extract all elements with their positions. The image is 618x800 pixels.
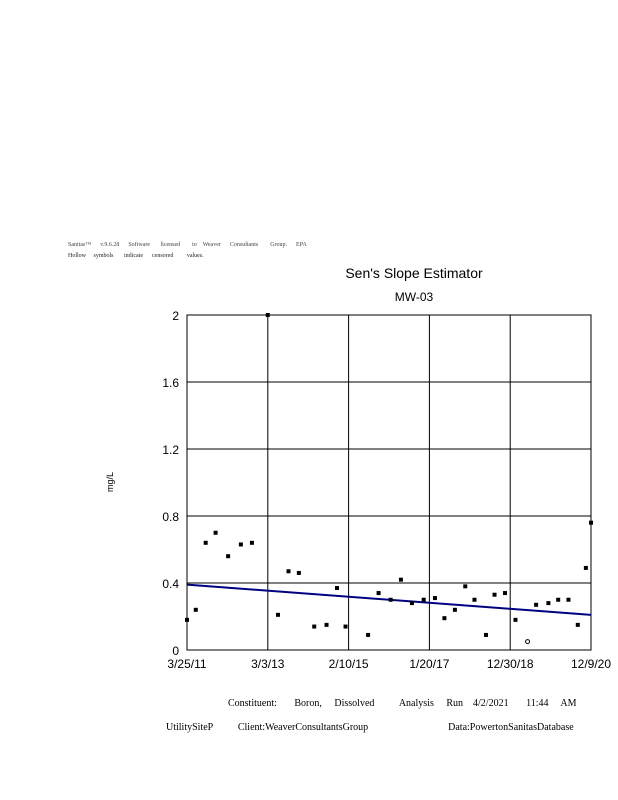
- data-point: [185, 617, 189, 622]
- data-point: [534, 602, 539, 607]
- y-tick-label: 0.8: [162, 510, 179, 524]
- data-point: [238, 542, 243, 547]
- y-tick-label: 0: [172, 644, 179, 658]
- data-point: [324, 622, 329, 627]
- data-point: [583, 565, 588, 570]
- data-point: [388, 597, 393, 602]
- data-point: [472, 597, 477, 602]
- data-point: [513, 617, 518, 622]
- footer-client: UtilitySiteP Client:WeaverConsultantsGro…: [166, 722, 574, 733]
- data-point: [193, 607, 198, 612]
- data-point: [265, 313, 270, 317]
- data-point: [589, 520, 593, 525]
- data-point: [398, 577, 403, 582]
- data-point: [566, 597, 571, 602]
- y-tick-label: 1.6: [162, 376, 179, 390]
- data-point: [483, 632, 488, 637]
- data-point: [249, 540, 254, 545]
- censored-data-point: [525, 639, 531, 645]
- data-point: [546, 601, 551, 606]
- x-tick-label: 12/30/18: [487, 657, 534, 671]
- data-point: [492, 592, 497, 597]
- data-point: [366, 632, 371, 637]
- license-line: Sanitas™ v.9.6.28 Software licensed to W…: [68, 242, 307, 248]
- x-tick-label: 12/9/20: [571, 657, 611, 671]
- y-axis-label: mg/L: [105, 472, 115, 492]
- data-point: [296, 570, 301, 575]
- data-point: [421, 597, 426, 602]
- data-point: [503, 591, 508, 596]
- x-tick-label: 3/25/11: [167, 657, 206, 671]
- data-point: [335, 586, 340, 591]
- data-point: [343, 624, 348, 629]
- data-point: [226, 554, 231, 559]
- data-point: [575, 622, 580, 627]
- data-point: [286, 569, 291, 574]
- x-tick-label: 3/3/13: [251, 657, 285, 671]
- x-tick-label: 2/10/15: [329, 657, 369, 671]
- x-tick-label: 1/20/17: [409, 657, 449, 671]
- censored-note: Hollow symbols indicate censored values.: [68, 253, 204, 259]
- y-tick-label: 2: [172, 309, 179, 323]
- data-point: [376, 591, 381, 596]
- data-point: [409, 601, 414, 606]
- footer-constituent: Constituent: Boron, Dissolved Analysis R…: [228, 698, 577, 709]
- data-point: [556, 597, 561, 602]
- chart-title: Sen's Slope Estimator: [345, 265, 483, 281]
- y-tick-label: 0.4: [162, 577, 179, 591]
- data-point: [312, 624, 317, 629]
- y-tick-label: 1.2: [162, 443, 179, 457]
- data-point: [432, 596, 437, 601]
- data-point: [442, 616, 447, 621]
- chart-subtitle: MW-03: [394, 290, 434, 304]
- data-point: [276, 612, 281, 617]
- data-point: [463, 584, 468, 589]
- data-point: [452, 607, 457, 612]
- data-point: [213, 530, 218, 535]
- data-point: [203, 540, 208, 545]
